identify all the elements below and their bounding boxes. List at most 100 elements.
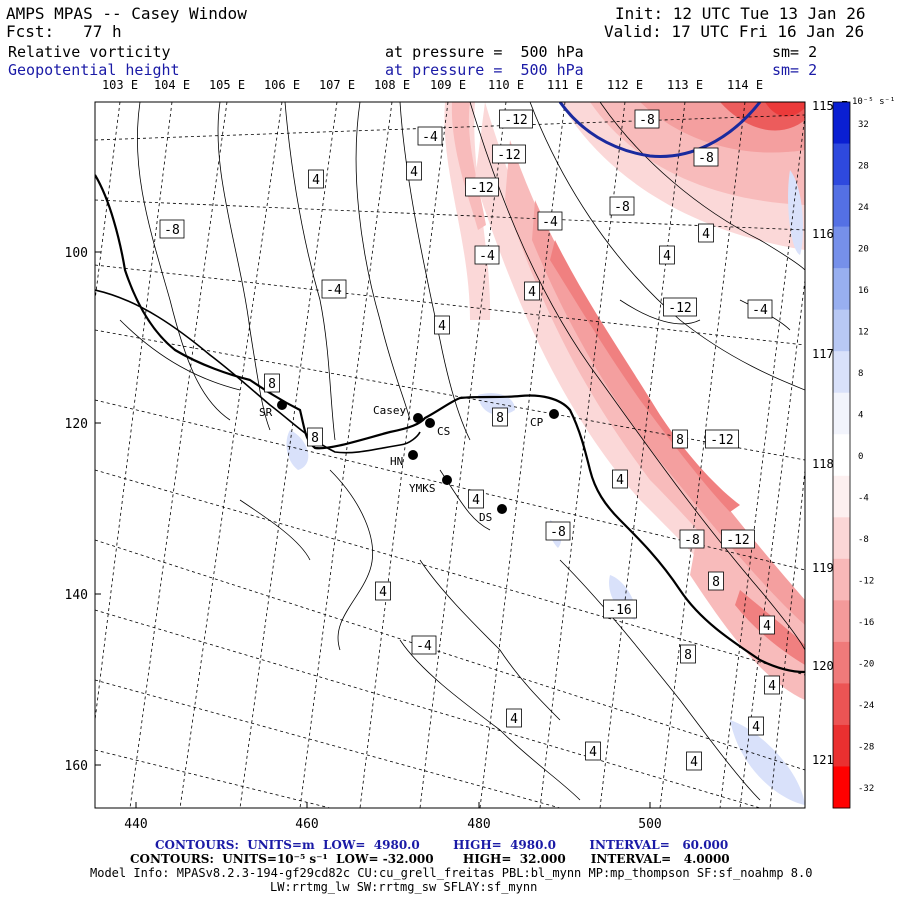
contour-label-value: 4 [438, 319, 446, 334]
contour-label-value: -12 [668, 301, 691, 316]
field2-pressure: at pressure = 500 hPa [385, 61, 584, 79]
contour-label: 4 [308, 169, 324, 189]
contour-label-value: 8 [496, 411, 504, 426]
contour-label: 8 [680, 644, 696, 664]
contour-label: 4 [612, 469, 628, 489]
app-title: AMPS MPAS -- Casey Window [6, 4, 247, 23]
contour-label: 4 [698, 223, 714, 243]
contour-label: 8 [264, 373, 280, 393]
contour-label: -8 [634, 109, 660, 129]
contour-label: -12 [705, 429, 739, 449]
colorbar-tick-label: 20 [858, 244, 869, 254]
contour-label: 4 [434, 315, 450, 335]
contour-label-value: 4 [472, 493, 480, 508]
x-tick-label: 440 [124, 817, 147, 832]
coastline [95, 174, 805, 674]
colorbar-swatch [833, 268, 850, 311]
x-tick-label: 460 [295, 817, 318, 832]
top-lon-label: 113 E [667, 78, 703, 92]
station-marker-ds [497, 504, 507, 514]
contour-label: -4 [321, 279, 347, 299]
contour-label-value: 4 [690, 755, 698, 770]
contour-label-value: 4 [528, 285, 536, 300]
colorbar-swatch [833, 309, 850, 352]
contour-label-value: 4 [752, 720, 760, 735]
contour-label: 4 [585, 741, 601, 761]
colorbar-tick-label: -28 [858, 743, 874, 753]
station-label-ds: DS [479, 511, 492, 524]
contour-labels: -4 -12 -8 -12 -8 -12 -8 -4 4 4 4 4 -8 -4 4 -4 4 -12 -4 8 8 8 4… [159, 109, 780, 771]
colorbar-swatch [833, 434, 850, 477]
contour-label-value: -12 [497, 148, 520, 163]
colorbar-tick-label: -32 [858, 784, 874, 794]
contour-label: -4 [474, 245, 500, 265]
colorbar-tick-label: 16 [858, 286, 869, 296]
colorbar-tick-label: -16 [858, 618, 874, 628]
bottom-x-labels: 440 460 480 500 [124, 817, 661, 832]
field1-pressure: at pressure = 500 hPa [385, 43, 584, 61]
contour-label: 8 [708, 571, 724, 591]
contour-label-value: -8 [639, 113, 655, 128]
field2-name: Geopotential height [8, 61, 180, 79]
model-info-2: LW:rrtmg_lw SW:rrtmg_sw SFLAY:sf_mynn [270, 880, 538, 894]
station-label-casey: Casey [373, 404, 406, 417]
colorbar-swatch [833, 683, 850, 726]
contour-label-value: -4 [752, 303, 768, 318]
colorbar-swatch [833, 558, 850, 601]
contour-label-value: 4 [663, 249, 671, 264]
colorbar-swatch [833, 143, 850, 186]
station-marker-cp [549, 409, 559, 419]
x-tick-label: 500 [638, 817, 661, 832]
forecast-hour: Fcst: 77 h [6, 22, 122, 41]
top-lon-label: 110 E [488, 78, 524, 92]
colorbar-swatch [833, 226, 850, 269]
valid-time: Valid: 17 UTC Fri 16 Jan 26 [604, 22, 865, 41]
colorbar-tick-label: 0 [858, 452, 863, 462]
contour-label-value: 4 [379, 585, 387, 600]
contour-label: 8 [307, 427, 323, 447]
station-label-sr: SR [259, 406, 273, 419]
colorbar: 32 28 24 20 16 12 8 4 0 -4 -8 -12 -16 -20 -24 -28 -32 [832, 101, 874, 809]
contour-label-value: -4 [416, 639, 432, 654]
left-y-labels: 100 120 140 160 [65, 246, 88, 774]
contour-label-value: 4 [616, 473, 624, 488]
contour-label-value: 4 [702, 227, 710, 242]
init-time: Init: 12 UTC Tue 13 Jan 26 [615, 4, 866, 23]
contour-label-value: -8 [684, 533, 700, 548]
contour-label-value: -4 [479, 249, 495, 264]
contour-label-value: -16 [608, 603, 631, 618]
contour-label: 4 [406, 161, 422, 181]
ice-boundary [95, 289, 421, 454]
colorbar-swatch [833, 351, 850, 394]
x-tick-label: 480 [467, 817, 490, 832]
contour-label-value: 4 [510, 712, 518, 727]
top-lon-label: 107 E [319, 78, 355, 92]
colorbar-swatch [833, 517, 850, 560]
contour-label-value: 4 [312, 173, 320, 188]
colorbar-tick-label: -24 [858, 701, 874, 711]
contour-label-value: -4 [542, 215, 558, 230]
model-info: Model Info: MPASv8.2.3-194-gf29cd82c CU:… [90, 866, 813, 880]
top-lon-label: 109 E [430, 78, 466, 92]
colorbar-tick-label: 4 [858, 410, 863, 420]
contour-label: -12 [492, 144, 526, 164]
contour-label: -4 [411, 635, 437, 655]
station-marker-casey [413, 413, 423, 423]
contour-label-value: -12 [726, 533, 749, 548]
y-tick-label: 160 [65, 759, 88, 774]
colorbar-tick-label: -12 [858, 577, 874, 587]
contour-label: 4 [659, 245, 675, 265]
contour-label-value: 8 [676, 433, 684, 448]
colorbar-swatch [833, 724, 850, 767]
contour-label-value: -12 [710, 433, 733, 448]
contour-label-value: 8 [684, 648, 692, 663]
colorbar-swatch [833, 600, 850, 643]
field1-name: Relative vorticity [8, 43, 171, 61]
contour-label: 8 [672, 429, 688, 449]
contour-label: 4 [375, 581, 391, 601]
contour-label-value: -4 [422, 130, 438, 145]
contour-label: -8 [693, 147, 719, 167]
colorbar-units: 10⁻⁵ s⁻¹ [852, 97, 895, 107]
contour-label: -12 [663, 297, 697, 317]
contour-label: 4 [506, 708, 522, 728]
